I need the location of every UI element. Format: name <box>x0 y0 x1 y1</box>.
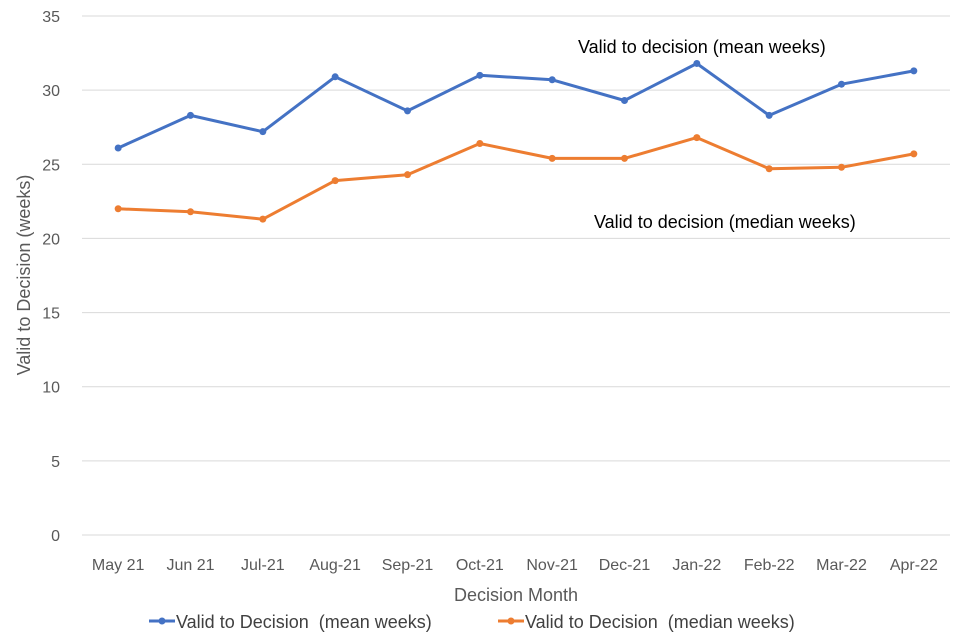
x-tick-label: Apr-22 <box>890 557 938 574</box>
data-point <box>910 67 918 75</box>
data-point <box>187 111 194 119</box>
y-tick-label: 0 <box>51 528 60 545</box>
annotation-mean: Valid to decision (mean weeks) <box>578 37 826 57</box>
data-point <box>114 144 122 152</box>
data-point <box>693 59 701 67</box>
x-tick-label: May 21 <box>92 557 145 574</box>
data-point <box>476 140 484 148</box>
legend-item-median: Valid to Decision (median weeks) <box>498 612 795 632</box>
y-tick-label: 35 <box>42 9 60 26</box>
x-tick-label: Jul-21 <box>241 557 285 574</box>
x-tick-label: Mar-22 <box>816 557 867 574</box>
data-point <box>331 73 339 81</box>
series-lines <box>114 59 918 223</box>
y-tick-label: 25 <box>42 157 60 174</box>
data-point <box>693 134 701 142</box>
data-point <box>548 76 556 84</box>
data-point <box>476 71 484 79</box>
data-point <box>910 150 918 158</box>
y-tick-label: 20 <box>42 231 60 248</box>
x-tick-label: Aug-21 <box>309 557 361 574</box>
data-point <box>259 215 267 223</box>
data-point <box>548 154 556 162</box>
data-point <box>259 128 267 136</box>
series-line-mean <box>116 62 916 150</box>
y-tick-label: 10 <box>42 380 60 397</box>
x-tick-label: Jan-22 <box>672 557 721 574</box>
legend-item-mean: Valid to Decision (mean weeks) <box>149 612 432 632</box>
data-point <box>114 205 122 213</box>
data-point <box>838 80 845 88</box>
y-tick-labels: 0 5 10 15 20 25 30 35 <box>42 9 60 545</box>
y-tick-label: 30 <box>42 83 60 100</box>
x-tick-label: Nov-21 <box>526 557 578 574</box>
data-point <box>621 97 628 105</box>
data-point <box>404 107 411 115</box>
y-tick-label: 15 <box>42 306 60 323</box>
data-point <box>187 208 194 216</box>
data-point <box>621 154 628 162</box>
gridlines <box>82 15 950 536</box>
x-tick-label: Oct-21 <box>456 557 504 574</box>
x-tick-label: Sep-21 <box>382 557 434 574</box>
x-tick-label: Feb-22 <box>744 557 795 574</box>
series-line-median <box>116 136 916 221</box>
data-point <box>765 165 773 173</box>
legend: Valid to Decision (mean weeks) Valid to … <box>149 612 795 632</box>
data-point <box>765 111 773 119</box>
data-point <box>331 177 339 185</box>
annotation-median: Valid to decision (median weeks) <box>594 212 856 232</box>
legend-label-median: Valid to Decision (median weeks) <box>525 612 795 632</box>
x-tick-labels: May 21 Jun 21 Jul-21 Aug-21 Sep-21 Oct-21 Nov-… <box>92 557 938 574</box>
legend-marker-median <box>507 617 515 625</box>
legend-marker-mean <box>158 617 166 625</box>
y-tick-label: 5 <box>51 454 60 471</box>
x-tick-label: Dec-21 <box>599 557 651 574</box>
x-axis-title: Decision Month <box>454 585 578 605</box>
data-point <box>838 163 845 171</box>
y-axis-title: Valid to Decision (weeks) <box>14 175 34 376</box>
legend-label-mean: Valid to Decision (mean weeks) <box>176 612 432 632</box>
x-tick-label: Jun 21 <box>166 557 214 574</box>
data-point <box>404 171 411 179</box>
